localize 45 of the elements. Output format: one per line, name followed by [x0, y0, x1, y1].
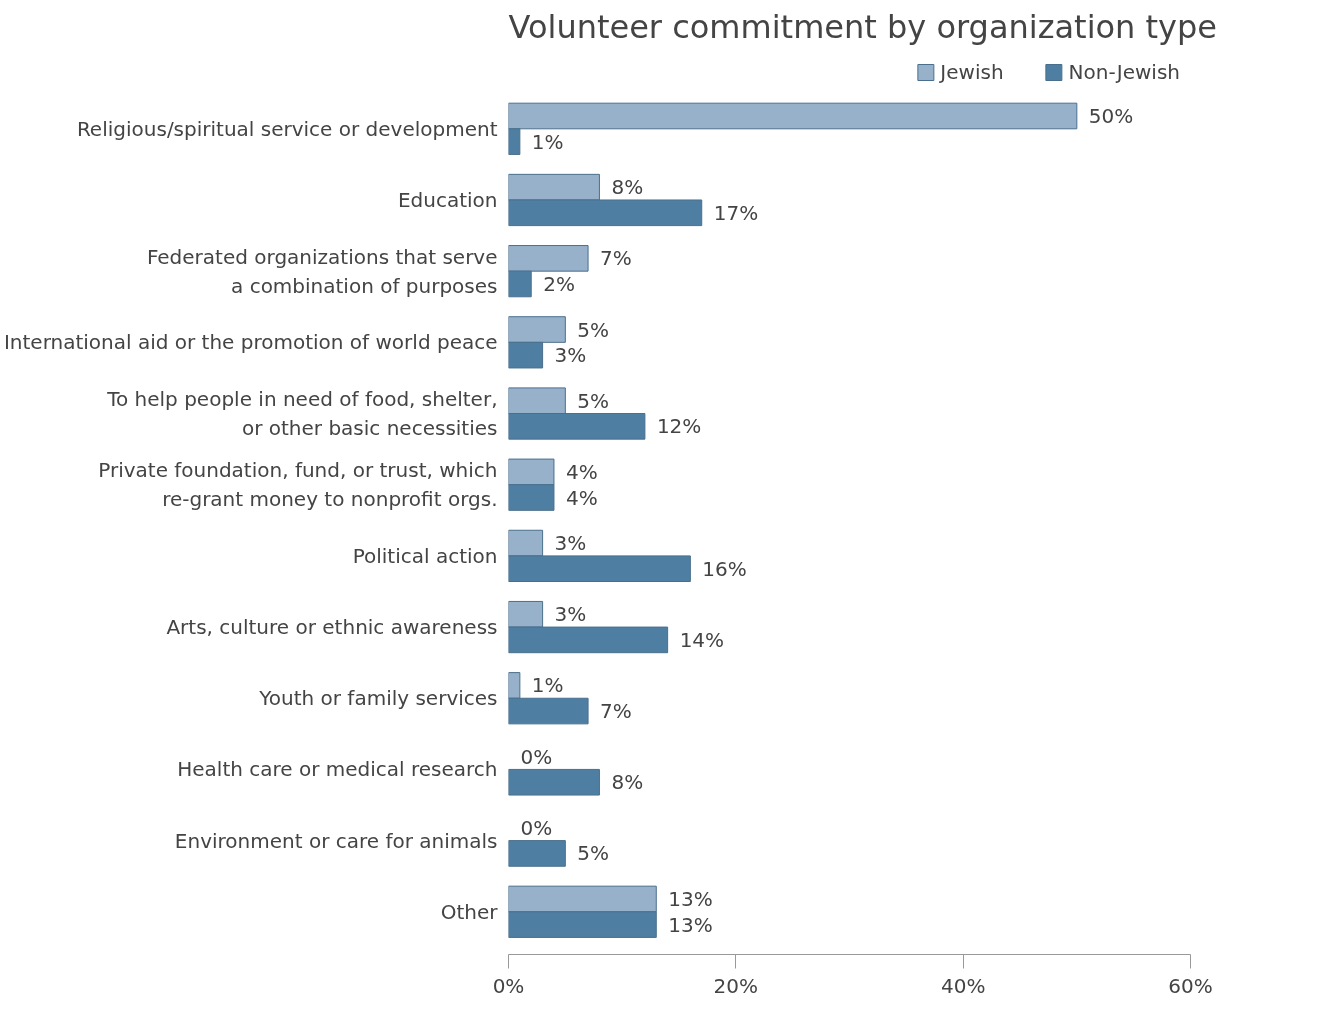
data-label: 3%	[554, 531, 587, 556]
data-label: 7%	[600, 246, 632, 271]
y-tick-label: Arts, culture or ethnic awareness	[166, 615, 498, 640]
y-tick-label: International aid or the promotion of world peace	[3, 330, 498, 355]
data-label: 1%	[531, 673, 564, 698]
data-label: 5%	[577, 317, 610, 342]
y-tick-label: To help people in need of food, shelter, or other basic necessities	[106, 387, 498, 440]
y-tick-label: Health care or medical research	[177, 757, 498, 782]
data-label: 3%	[554, 343, 587, 368]
y-tick-label: Environment or care for animals	[174, 828, 498, 853]
x-tick-label: 20%	[713, 973, 759, 998]
y-tick-label: Federated organizations that serve a combination of purposes	[146, 244, 498, 298]
y-tick-label: Other	[440, 899, 499, 924]
bar	[508, 768, 600, 796]
data-label: 50%	[1088, 103, 1134, 128]
data-label: 4%	[565, 485, 598, 510]
data-label: 0%	[520, 815, 553, 840]
x-tick-label: 60%	[1168, 973, 1213, 998]
data-label: 13%	[668, 886, 713, 911]
data-label: 2%	[543, 271, 575, 296]
y-tick-label: Education	[397, 187, 498, 212]
data-label: 17%	[713, 200, 759, 225]
data-label: 7%	[600, 699, 632, 724]
y-tick-label: Youth or family services	[258, 686, 498, 711]
data-label: 16%	[702, 556, 747, 581]
data-label: 3%	[554, 602, 587, 627]
data-label: 4%	[565, 459, 598, 484]
data-label: 5%	[577, 841, 610, 866]
data-label: 13%	[668, 912, 713, 937]
x-tick-label: 40%	[940, 973, 986, 998]
y-tick-label: Religious/spiritual service or development	[76, 116, 498, 141]
data-label: 12%	[656, 414, 702, 439]
chart-title: Volunteer commitment by organization type	[508, 7, 1218, 46]
data-label: 14%	[679, 627, 725, 652]
x-tick-label: 0%	[492, 973, 525, 998]
data-label: 8%	[611, 175, 644, 200]
legend-label: Non-Jewish	[1068, 60, 1180, 84]
data-label: 1%	[531, 129, 564, 154]
y-tick-label: Political action	[352, 543, 498, 568]
data-label: 8%	[611, 770, 644, 795]
y-tick-label: Private foundation, fund, or trust, which re-grant money to nonprofit orgs.	[98, 458, 498, 512]
data-label: 5%	[577, 388, 610, 413]
bar	[508, 840, 566, 867]
data-label: 0%	[520, 744, 553, 769]
legend-label: Jewish	[940, 60, 1004, 84]
